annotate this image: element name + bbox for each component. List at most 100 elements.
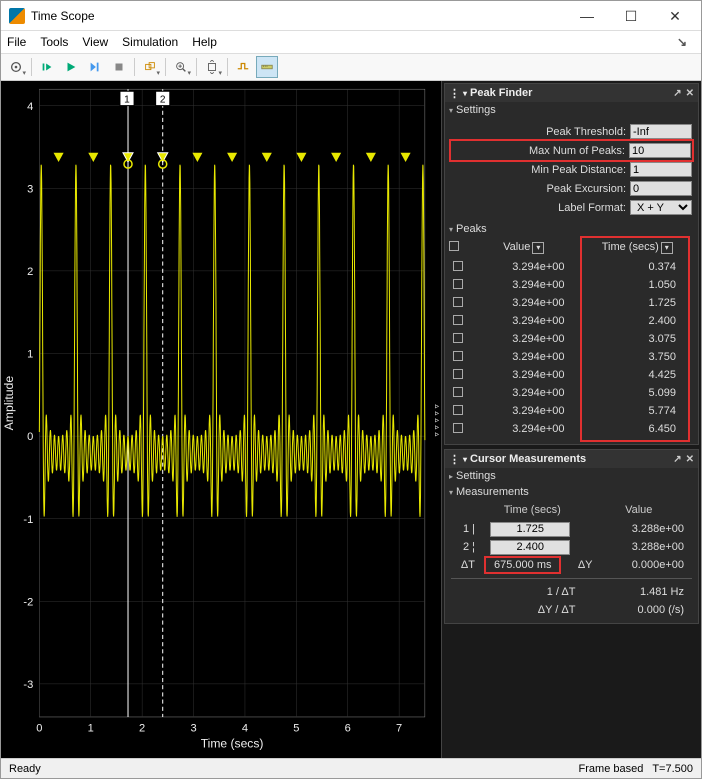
restart-button[interactable] xyxy=(36,56,58,78)
minimize-button[interactable]: — xyxy=(565,2,609,30)
invdt-label: 1 / ΔT xyxy=(479,586,588,598)
run-button[interactable] xyxy=(60,56,82,78)
plot-area[interactable]: -3-2-10123401234567Time (secs)Amplitude1… xyxy=(1,81,441,758)
excursion-input[interactable] xyxy=(630,181,692,196)
peak-finder-title: Peak Finder xyxy=(470,87,532,99)
measure-button[interactable] xyxy=(256,56,278,78)
undock-icon[interactable]: ↗ xyxy=(673,454,681,465)
toolbar xyxy=(1,53,701,81)
statusbar: Ready Frame based T=7.500 xyxy=(1,758,701,778)
cursor-handles[interactable]: ▹▹▹▹▹ xyxy=(435,402,439,437)
svg-text:2: 2 xyxy=(160,94,166,105)
zoom-in-button[interactable] xyxy=(170,56,192,78)
time-col-label: Time (secs) xyxy=(479,504,586,520)
mindist-input[interactable] xyxy=(630,162,692,177)
dt-label: ΔT xyxy=(451,559,479,571)
svg-text:2: 2 xyxy=(27,266,33,278)
menu-simulation[interactable]: Simulation xyxy=(122,35,178,49)
cursor1-value: 3.288e+00 xyxy=(582,523,693,535)
panel-menu-icon[interactable]: ⋮ xyxy=(449,87,460,100)
status-left: Ready xyxy=(9,763,41,775)
pf-peaks-body: Value▾ Time (secs)▾ 3.294e+000.3743.294e… xyxy=(445,237,698,444)
close-button[interactable]: ✕ xyxy=(653,2,697,30)
sort-value-button[interactable]: ▾ xyxy=(532,242,544,254)
close-panel-icon[interactable]: ✕ xyxy=(686,88,694,99)
mindist-label: Min Peak Distance: xyxy=(451,164,626,176)
pf-peaks-header[interactable]: Peaks xyxy=(445,221,698,237)
step-button[interactable] xyxy=(84,56,106,78)
cursor2-value: 3.288e+00 xyxy=(582,541,693,553)
peak-finder-panel: ⋮ ▾ Peak Finder ↗ ✕ Settings Peak Thresho… xyxy=(444,83,699,445)
cursor-body: Time (secs)Value 1 | 3.288e+00 2 ¦ 3.288e+… xyxy=(445,500,698,623)
excursion-label: Peak Excursion: xyxy=(451,183,626,195)
svg-text:-2: -2 xyxy=(23,596,33,608)
peak-finder-header[interactable]: ⋮ ▾ Peak Finder ↗✕ xyxy=(445,84,698,102)
svg-text:0: 0 xyxy=(27,431,33,443)
pf-settings-body: Peak Threshold: Max Num of Peaks: Min Pe… xyxy=(445,118,698,221)
col-value-label: Value xyxy=(503,241,530,253)
menu-view[interactable]: View xyxy=(82,35,108,49)
cursor-header[interactable]: ⋮ ▾ Cursor Measurements ↗✕ xyxy=(445,450,698,468)
highlight-button[interactable] xyxy=(139,56,161,78)
triggers-button[interactable] xyxy=(232,56,254,78)
main-area: -3-2-10123401234567Time (secs)Amplitude1… xyxy=(1,81,701,758)
window-title: Time Scope xyxy=(31,9,565,23)
menu-file[interactable]: File xyxy=(7,35,26,49)
svg-text:Amplitude: Amplitude xyxy=(2,376,16,431)
svg-text:Time (secs): Time (secs) xyxy=(201,737,264,751)
dy-value: 0.000e+00 xyxy=(597,559,693,571)
help-icon[interactable]: ↘ xyxy=(677,35,695,49)
svg-text:4: 4 xyxy=(242,722,248,734)
cursor-panel: ⋮ ▾ Cursor Measurements ↗✕ Settings Meas… xyxy=(444,449,699,624)
right-panels: ⋮ ▾ Peak Finder ↗ ✕ Settings Peak Thresho… xyxy=(441,81,701,758)
maxnum-input[interactable] xyxy=(629,143,691,158)
cursor-meas-header[interactable]: Measurements xyxy=(445,484,698,500)
cursor2-time-input[interactable] xyxy=(490,540,570,555)
labelfmt-label: Label Format: xyxy=(451,202,626,214)
status-framebased: Frame based xyxy=(579,763,644,775)
cursor2-label: 2 ¦ xyxy=(451,541,479,553)
status-time: T=7.500 xyxy=(652,763,693,775)
svg-text:1: 1 xyxy=(27,349,33,361)
pf-settings-header[interactable]: Settings xyxy=(445,102,698,118)
cursor-settings-header[interactable]: Settings xyxy=(445,468,698,484)
menu-tools[interactable]: Tools xyxy=(40,35,68,49)
autoscale-button[interactable] xyxy=(201,56,223,78)
svg-text:6: 6 xyxy=(345,722,351,734)
plot-column: -3-2-10123401234567Time (secs)Amplitude1… xyxy=(1,81,441,758)
dydt-label: ΔY / ΔT xyxy=(479,604,588,616)
value-col-label: Value xyxy=(586,504,693,520)
stop-button[interactable] xyxy=(108,56,130,78)
titlebar: Time Scope — ☐ ✕ xyxy=(1,1,701,31)
undock-icon[interactable]: ↗ xyxy=(673,88,681,99)
svg-text:3: 3 xyxy=(27,183,33,195)
config-button[interactable] xyxy=(5,56,27,78)
dt-value: 675.000 ms xyxy=(486,558,559,572)
svg-text:4: 4 xyxy=(27,101,33,113)
cursor-title: Cursor Measurements xyxy=(470,453,586,465)
svg-text:0: 0 xyxy=(36,722,42,734)
dy-label: ΔY xyxy=(567,559,597,571)
time-scope-window: Time Scope — ☐ ✕ File Tools View Simulat… xyxy=(0,0,702,779)
select-all-checkbox[interactable] xyxy=(449,241,459,251)
menubar: File Tools View Simulation Help ↘ xyxy=(1,31,701,53)
svg-text:1: 1 xyxy=(124,94,130,105)
cursor1-label: 1 | xyxy=(451,523,479,535)
dydt-value: 0.000 (/s) xyxy=(588,604,693,616)
cursor1-time-input[interactable] xyxy=(490,522,570,537)
svg-text:-1: -1 xyxy=(23,514,33,526)
svg-text:3: 3 xyxy=(190,722,196,734)
maxnum-label: Max Num of Peaks: xyxy=(452,145,625,157)
svg-text:2: 2 xyxy=(139,722,145,734)
threshold-label: Peak Threshold: xyxy=(451,126,626,138)
maximize-button[interactable]: ☐ xyxy=(609,2,653,30)
menu-help[interactable]: Help xyxy=(192,35,217,49)
panel-menu-icon[interactable]: ⋮ xyxy=(449,453,460,466)
svg-text:5: 5 xyxy=(293,722,299,734)
threshold-input[interactable] xyxy=(630,124,692,139)
svg-text:-3: -3 xyxy=(23,679,33,691)
labelfmt-select[interactable]: X + Y xyxy=(630,200,692,215)
svg-text:1: 1 xyxy=(88,722,94,734)
invdt-value: 1.481 Hz xyxy=(588,586,693,598)
close-panel-icon[interactable]: ✕ xyxy=(686,454,694,465)
